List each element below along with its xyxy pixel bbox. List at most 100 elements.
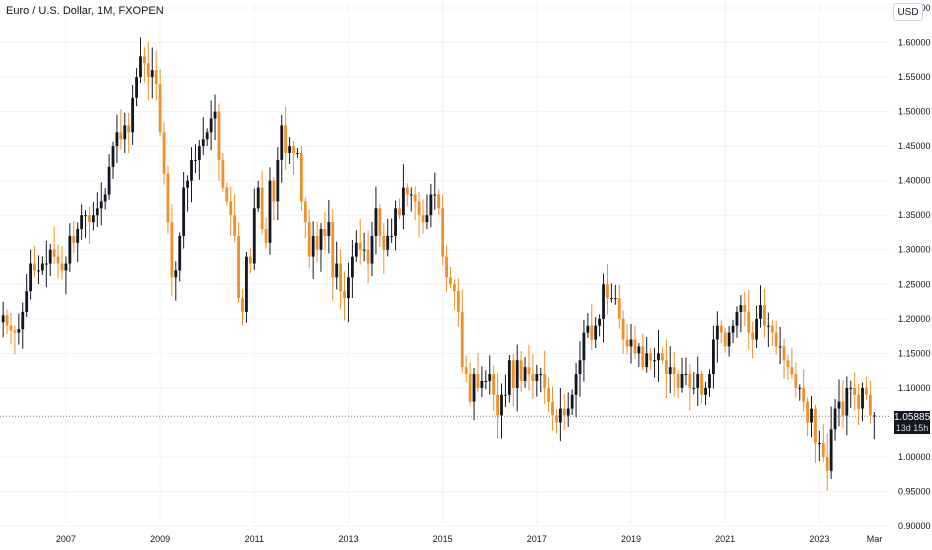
candle-body: [653, 360, 656, 362]
candle-body: [786, 360, 790, 368]
candle-body: [712, 339, 715, 375]
candle-body: [186, 180, 189, 188]
candle-body: [849, 387, 853, 389]
candle-body: [806, 401, 810, 423]
candle-body: [821, 443, 825, 457]
candle-body: [453, 284, 456, 292]
candle-body: [95, 208, 99, 216]
candle-body: [460, 311, 464, 368]
candle-body: [154, 70, 158, 84]
candle-body: [719, 325, 723, 333]
candle-body: [17, 329, 21, 333]
candle-body: [492, 374, 496, 395]
candle-body: [543, 374, 547, 388]
candle-body: [594, 325, 598, 340]
x-tick-label: 2017: [527, 534, 547, 544]
candle-body: [64, 263, 68, 271]
candle-body: [378, 208, 382, 236]
y-tick-label: 1.15000: [898, 348, 931, 358]
candle-body: [613, 298, 617, 300]
candle-body: [150, 70, 154, 78]
candle-body: [759, 304, 762, 319]
candle-body: [225, 187, 229, 202]
candle-body: [464, 367, 468, 375]
candle-body: [814, 408, 817, 444]
candle-body: [382, 235, 386, 250]
time-axis[interactable]: 2007 2009 2011 2013 2015 2017 2019 2021 2023 Mar: [56, 534, 882, 544]
candle-body: [488, 374, 492, 381]
candle-body: [178, 235, 182, 271]
candle-body: [339, 263, 343, 292]
currency-button[interactable]: USD: [893, 3, 923, 21]
candle-body: [76, 229, 80, 243]
candle-body: [370, 235, 374, 264]
candle-body: [770, 325, 774, 333]
candle-body: [307, 222, 311, 257]
candle-body: [433, 194, 437, 196]
candle-body: [535, 374, 539, 381]
candle-body: [268, 180, 272, 243]
candle-body: [817, 443, 821, 445]
candle-body: [621, 318, 625, 340]
candle-body: [692, 387, 696, 389]
candle-body: [194, 159, 197, 161]
candle-body: [551, 401, 554, 416]
candle-body: [60, 263, 64, 271]
candle-body: [80, 215, 84, 230]
candle-body: [362, 249, 366, 251]
y-tick-label: 1.35000: [898, 210, 931, 220]
candle-body: [429, 194, 433, 216]
candle-body: [782, 346, 786, 361]
candle-body: [845, 387, 849, 416]
candle-body: [476, 374, 480, 388]
candle-body: [33, 263, 36, 271]
y-tick-label: 0.90000: [898, 521, 931, 531]
candle-body: [296, 153, 299, 155]
candle-body: [441, 208, 445, 257]
candle-body: [264, 229, 268, 243]
candle-body: [507, 360, 511, 395]
candle-body: [292, 146, 295, 154]
candle-body: [480, 380, 484, 388]
candle-body: [449, 277, 452, 285]
candle-body: [547, 387, 551, 402]
candle-body: [598, 318, 602, 326]
candle-body: [327, 222, 331, 236]
candle-body: [252, 208, 256, 264]
candle-body: [174, 270, 178, 278]
candle-body: [802, 387, 806, 402]
x-tick-label: 2009: [150, 534, 170, 544]
candle-body: [319, 229, 323, 250]
candle-body: [131, 97, 135, 133]
candle-body: [374, 208, 378, 236]
candle-body: [790, 367, 794, 375]
candles: [1, 37, 876, 491]
candle-body: [586, 325, 590, 333]
candle-body: [350, 256, 354, 278]
candle-body: [625, 339, 629, 347]
candle-body: [115, 132, 119, 147]
candle-body: [578, 360, 582, 375]
candle-body: [84, 215, 87, 217]
candle-body: [645, 353, 649, 368]
candle-body: [562, 408, 566, 416]
last-price-tag: 1.05885 13d 15h: [894, 411, 930, 434]
y-tick-label: 1.60000: [898, 38, 931, 48]
x-tick-label: 2011: [245, 534, 264, 544]
candle-body: [127, 125, 131, 133]
candle-body: [527, 367, 531, 375]
y-tick-label: 1.00000: [898, 452, 931, 462]
candle-body: [539, 374, 543, 376]
candle-body: [331, 222, 335, 278]
candle-body: [468, 374, 472, 402]
y-tick-label: 1.25000: [898, 279, 931, 289]
price-axis[interactable]: 0.900000.950001.000001.050001.100001.150…: [898, 3, 931, 531]
candle-body: [201, 139, 205, 147]
candle-body: [794, 374, 798, 388]
last-price-value: 1.05885: [894, 412, 931, 423]
candle-body: [680, 374, 684, 388]
candle-body: [9, 325, 13, 331]
y-tick-label: 1.10000: [898, 383, 931, 393]
candle-body: [825, 456, 829, 471]
